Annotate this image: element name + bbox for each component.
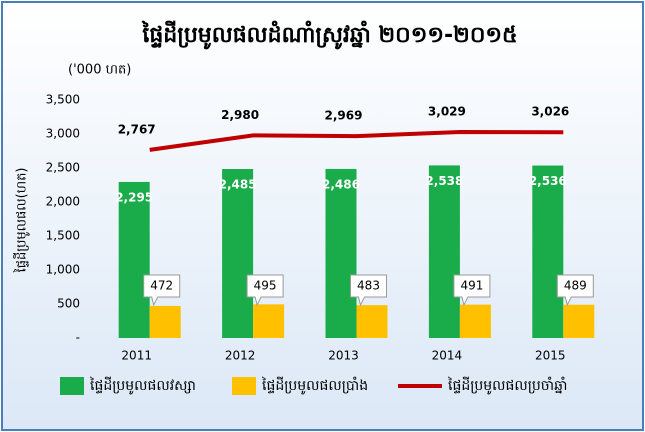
legend-label: ផ្ទៃដីប្រមូលផលប្រចាំឆ្នាំ [447, 376, 567, 395]
bar [325, 168, 357, 338]
data-label: 2,485 [219, 178, 257, 192]
data-label: 3,026 [531, 105, 569, 119]
y-tick-label: 1,000 [46, 263, 80, 277]
data-label: 3,029 [428, 105, 466, 119]
y-tick-label: 2,500 [46, 161, 80, 175]
bar [118, 181, 150, 338]
bar [532, 165, 564, 338]
bar [428, 165, 460, 338]
callout [556, 274, 594, 307]
bar [459, 304, 491, 338]
y-tick-label: 3,000 [46, 127, 80, 141]
legend-swatch [232, 377, 256, 395]
bar [356, 305, 388, 338]
data-label: 2,486 [322, 177, 360, 191]
y-tick-label: 2,000 [46, 195, 80, 209]
data-label: 2,295 [115, 190, 153, 204]
y-tick-label: 500 [57, 297, 80, 311]
callout [453, 274, 491, 307]
chart-title: ផ្ទៃដីប្រមូលផលដំណាំស្រូវឆ្នាំ ២០១១-២០១៥ [141, 20, 517, 50]
line-series [149, 130, 564, 152]
data-label: 483 [357, 279, 380, 293]
data-label: 489 [564, 279, 587, 293]
callout [350, 274, 387, 307]
callout [246, 274, 284, 307]
legend-label: ផ្ទៃដីប្រមូលផលវស្សា [89, 376, 196, 395]
callout [143, 274, 181, 307]
data-label: 2,969 [325, 109, 363, 123]
data-label: 491 [460, 279, 483, 293]
x-tick-label: 2015 [535, 349, 566, 363]
data-label: 2,767 [118, 122, 156, 136]
data-label: 2,538 [425, 174, 463, 188]
x-tick-label: 2011 [121, 349, 152, 363]
bar [253, 304, 285, 338]
x-tick-label: 2014 [432, 349, 463, 363]
data-label: 2,980 [221, 108, 259, 122]
y-tick-label: 3,500 [46, 93, 80, 107]
unit-label: ('000 ហត) [68, 63, 131, 78]
legend-swatch [60, 377, 84, 395]
legend-label: ផ្ទៃដីប្រមូលផលប្រាំង [261, 376, 368, 395]
y-tick-label: 1,500 [46, 229, 80, 243]
x-tick-label: 2012 [225, 349, 256, 363]
data-label: 472 [150, 279, 173, 293]
x-tick-label: 2013 [328, 349, 359, 363]
bar [563, 304, 595, 338]
bar [222, 169, 254, 338]
data-label: 2,536 [529, 174, 567, 188]
data-label: 495 [254, 279, 277, 293]
y-axis-label: ផ្ទៃដីប្រមូលផល(ហត) [13, 168, 31, 274]
y-tick-label: - [76, 331, 80, 345]
bar [149, 305, 181, 338]
